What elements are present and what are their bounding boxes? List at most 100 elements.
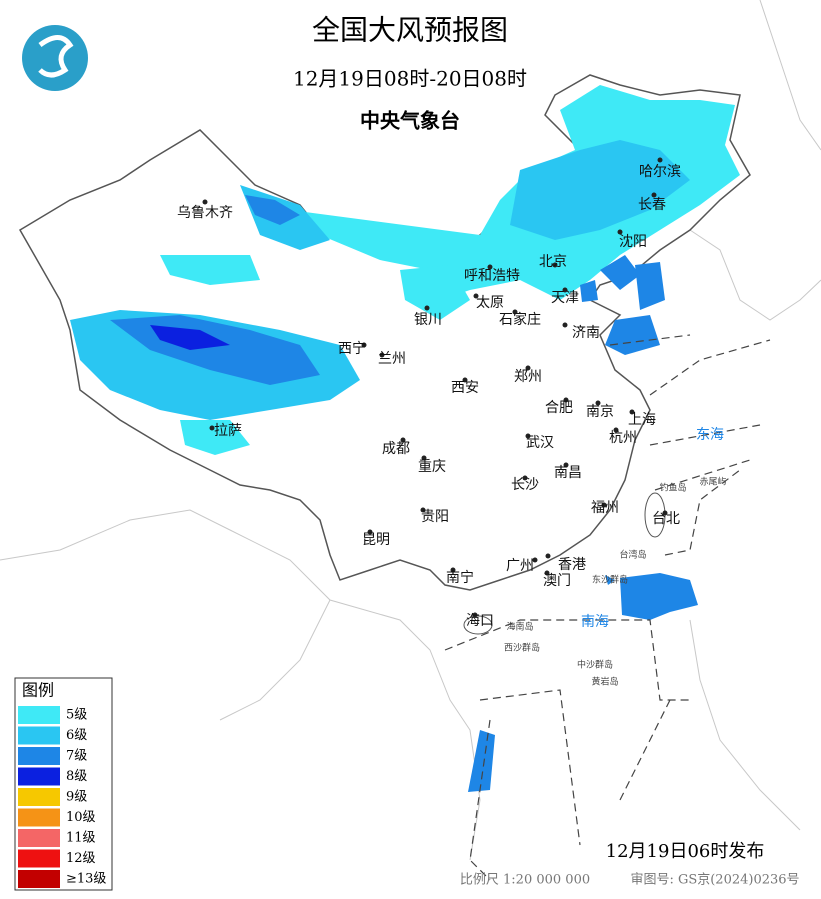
city-label: 南宁: [446, 569, 474, 586]
city-label: 昆明: [362, 532, 390, 548]
legend-swatch: [18, 870, 60, 888]
legend-label: 7级: [66, 749, 87, 764]
city-dot: [532, 557, 538, 563]
city-dot: [562, 287, 568, 293]
legend-swatch: [18, 726, 60, 745]
city-label: 银川: [414, 312, 442, 328]
city-label: 哈尔滨: [639, 164, 681, 180]
city-dot: [651, 192, 657, 198]
city-label: 北京: [539, 254, 567, 270]
legend-title: 图例: [22, 681, 54, 700]
city-dot: [657, 157, 663, 163]
city-label: 西安: [451, 380, 479, 396]
island-label: 海南岛: [506, 621, 533, 633]
city-dot: [613, 427, 619, 433]
city-dot: [662, 510, 668, 516]
legend-swatch: [18, 747, 60, 765]
city-label: 南京: [586, 404, 614, 420]
city-label: 呼和浩特: [464, 268, 520, 284]
legend-swatch: [18, 849, 60, 868]
city-label: 西宁: [338, 340, 366, 357]
city-dot: [563, 462, 569, 468]
city-dot: [424, 305, 430, 311]
logo: [22, 25, 88, 91]
city-dot: [473, 293, 479, 299]
legend-swatch: [18, 788, 60, 806]
city-dot: [617, 229, 623, 235]
legend: 图例 5级 6级 7级 8级 9级 10级 11级 12级 ≥13级: [14, 677, 113, 891]
legend-label: 8级: [66, 769, 87, 784]
scale: 比例尺 1:20 000 000: [460, 873, 590, 888]
city-dot: [379, 352, 385, 358]
city-dot: [367, 529, 373, 535]
city-label: 郑州: [514, 369, 542, 385]
legend-label: 5级: [66, 708, 87, 723]
city-dot: [361, 342, 367, 348]
legend-swatch: [18, 808, 60, 827]
island-label: 西沙群岛: [504, 642, 540, 654]
hainan: [463, 615, 493, 635]
map-number: 审图号: GS京(2024)0236号: [630, 873, 799, 888]
city-label: 南昌: [554, 465, 582, 481]
city-label: 长春: [638, 197, 666, 213]
city-label: 杭州: [609, 430, 637, 446]
city-label: 天津: [551, 290, 579, 306]
city-dot: [512, 309, 518, 315]
legend-label: ≥13级: [66, 872, 106, 887]
neighbour-borders: [0, 0, 821, 861]
city-label: 乌鲁木齐: [177, 205, 233, 221]
legend-label: 6级: [66, 728, 87, 743]
city-dot: [450, 567, 456, 573]
city-label: 武汉: [526, 435, 554, 451]
city-label: 沈阳: [619, 234, 647, 250]
city-dot: [421, 455, 427, 461]
sea-label: 东海: [696, 427, 724, 443]
city-label: 拉萨: [214, 423, 242, 439]
city-label: 贵阳: [421, 509, 449, 525]
legend-label: 10级: [66, 810, 96, 825]
city-dot: [472, 612, 478, 618]
city-label: 澳门: [543, 573, 571, 589]
legend-label: 9级: [66, 790, 87, 805]
issue-time: 12月19日06时发布: [606, 841, 765, 862]
island-label: 赤尾屿: [699, 477, 726, 488]
city-dot: [202, 199, 208, 205]
legend-label: 11级: [66, 831, 96, 846]
city-label: 济南: [572, 325, 600, 341]
city-dot: [544, 570, 550, 576]
city-label: 兰州: [378, 351, 406, 367]
city-dot: [563, 397, 569, 403]
maritime-boundaries: [444, 334, 771, 881]
city-dot: [562, 322, 568, 328]
city-label: 广州: [506, 558, 534, 574]
city-label: 香港: [558, 557, 586, 573]
city-dot: [525, 433, 531, 439]
city-label: 成都: [382, 441, 410, 457]
city-dot: [209, 425, 215, 431]
city-dot: [420, 507, 426, 513]
city-dot: [552, 262, 558, 268]
city-dot: [522, 475, 528, 481]
city-dot: [400, 437, 406, 443]
legend-label: 12级: [66, 851, 96, 866]
city-label: 上海: [628, 412, 656, 428]
city-dot: [462, 377, 468, 383]
legend-swatch: [18, 829, 60, 847]
island-label: 钓鱼岛: [659, 482, 686, 494]
city-label: 台北: [652, 511, 680, 527]
forecast-period: 12月19日08时-20日08时: [293, 67, 527, 91]
city-label: 海口: [466, 613, 494, 629]
island-label: 台湾岛: [619, 549, 646, 561]
city-label: 重庆: [418, 459, 446, 475]
city-label: 太原: [476, 295, 504, 311]
city-dot: [525, 365, 531, 371]
island-label: 黄岩岛: [591, 676, 618, 688]
map-title: 全国大风预报图: [312, 14, 508, 47]
issuer: 中央气象台: [360, 109, 460, 133]
city-label: 合肥: [545, 400, 573, 416]
city-dot: [545, 553, 551, 559]
city-dot: [595, 400, 601, 406]
